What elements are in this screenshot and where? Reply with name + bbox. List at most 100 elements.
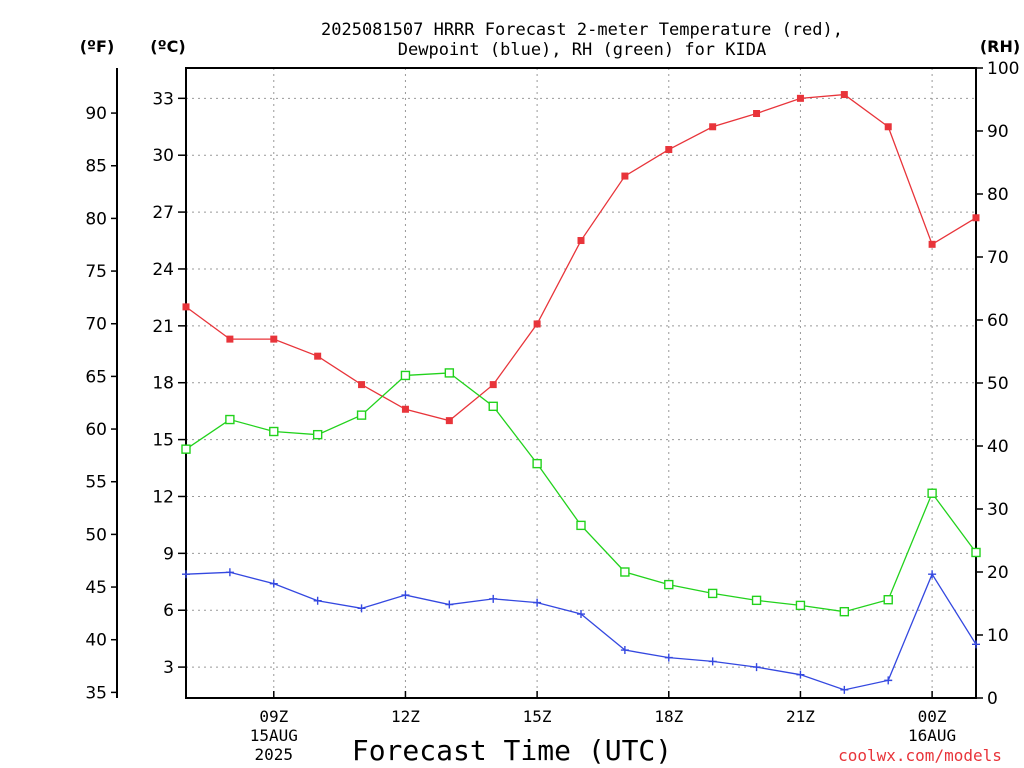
celsius-unit-label: (ºC) [150, 37, 185, 56]
data-point-marker [445, 600, 454, 609]
celsius-tick-label: 33 [152, 89, 174, 109]
x-axis-title: Forecast Time (UTC) [352, 734, 672, 767]
rh-tick-label: 60 [987, 311, 1009, 331]
data-point-marker [796, 670, 805, 679]
rh-tick-label: 50 [987, 374, 1009, 394]
data-point-marker [489, 594, 498, 603]
rh-tick-label: 0 [987, 689, 998, 709]
data-point-marker [708, 657, 717, 666]
fahrenheit-unit-label: (ºF) [80, 37, 115, 56]
series-2-meter-temperature [182, 91, 980, 425]
series-line [185, 571, 977, 691]
rh-tick-label: 90 [987, 122, 1009, 142]
series-dewpoint [182, 568, 980, 694]
data-point-marker [269, 426, 279, 437]
x-tick-label: 18Z [654, 707, 683, 726]
celsius-tick-label: 27 [152, 203, 174, 223]
data-point-marker [225, 568, 234, 577]
series-line [185, 93, 977, 422]
data-point-marker [488, 401, 498, 412]
data-point-marker [751, 595, 762, 606]
x-tick-label: 12Z [391, 707, 420, 726]
data-point-marker [576, 520, 586, 531]
fahrenheit-tick-label: 70 [85, 315, 107, 335]
data-point-marker [972, 214, 980, 222]
data-point-marker [445, 417, 453, 425]
data-point-marker [971, 547, 981, 558]
data-point-marker [314, 352, 322, 360]
celsius-tick-label: 18 [152, 374, 174, 394]
data-point-marker [182, 303, 190, 311]
fahrenheit-tick-label: 55 [85, 473, 107, 493]
data-point-marker [225, 414, 235, 425]
x-tick-label: 16AUG [908, 726, 956, 745]
data-point-marker [665, 146, 673, 154]
fahrenheit-tick-label: 90 [85, 104, 107, 124]
data-point-marker [927, 488, 937, 498]
data-point-marker [928, 570, 937, 579]
data-point-marker [577, 237, 585, 245]
data-point-marker [795, 600, 806, 611]
data-point-marker [270, 335, 278, 343]
data-point-marker [401, 591, 410, 600]
data-point-marker [621, 172, 629, 180]
celsius-tick-label: 24 [152, 260, 174, 280]
chart-title-line2: Dewpoint (blue), RH (green) for KIDA [398, 40, 766, 60]
data-point-marker [269, 579, 278, 588]
celsius-tick-label: 6 [163, 601, 174, 621]
rh-tick-label: 30 [987, 500, 1009, 520]
fahrenheit-tick-label: 35 [85, 683, 107, 703]
data-point-marker [532, 458, 542, 469]
data-point-marker [709, 123, 717, 131]
celsius-tick-label: 15 [152, 431, 174, 451]
celsius-tick-label: 21 [152, 317, 174, 337]
fahrenheit-tick-label: 65 [85, 367, 107, 387]
data-point-marker [577, 610, 585, 619]
data-point-marker [357, 604, 366, 613]
fahrenheit-tick-label: 60 [85, 420, 107, 440]
data-point-marker [620, 646, 629, 655]
x-tick-label: 09Z [259, 707, 288, 726]
data-point-marker [883, 595, 893, 605]
data-point-marker [620, 567, 630, 577]
data-point-marker [664, 579, 674, 590]
data-point-marker [839, 606, 850, 617]
plot-frame [185, 67, 977, 699]
data-point-marker [312, 429, 323, 440]
fahrenheit-tick-label: 85 [85, 157, 107, 177]
data-series [181, 91, 981, 694]
series-line [185, 372, 977, 613]
fahrenheit-tick-label: 50 [85, 525, 107, 545]
data-point-marker [752, 663, 761, 672]
data-point-marker [182, 570, 190, 579]
data-point-marker [796, 94, 804, 102]
rh-unit-label: (RH) [980, 37, 1020, 56]
axes [111, 67, 983, 699]
data-point-marker [181, 444, 191, 454]
data-point-marker [489, 381, 497, 389]
grid-lines [186, 68, 976, 698]
tick-labels: 35 40 45 50 55 60 65 70 75 80 85 90 3 6 9 12 15 18 21 24 27 3… [85, 59, 1019, 764]
fahrenheit-tick-label: 80 [85, 209, 107, 229]
data-point-marker [400, 370, 411, 381]
x-tick-label: 2025 [255, 745, 294, 764]
celsius-tick-label: 12 [152, 487, 174, 507]
data-point-marker [972, 640, 980, 649]
x-tick-label: 15AUG [250, 726, 298, 745]
rh-tick-label: 20 [987, 563, 1009, 583]
x-tick-label: 21Z [786, 707, 815, 726]
fahrenheit-tick-label: 75 [85, 262, 107, 282]
data-point-marker [401, 405, 409, 413]
data-point-marker [928, 240, 936, 248]
fahrenheit-tick-label: 45 [85, 578, 107, 598]
data-point-marker [313, 596, 322, 605]
data-point-marker [444, 368, 455, 378]
rh-tick-label: 70 [987, 248, 1009, 268]
chart-title-line1: 2025081507 HRRR Forecast 2-meter Tempera… [321, 20, 843, 40]
celsius-tick-label: 30 [152, 146, 174, 166]
fahrenheit-tick-label: 40 [85, 631, 107, 651]
x-tick-label: 15Z [523, 707, 552, 726]
celsius-tick-label: 9 [163, 544, 174, 564]
rh-tick-label: 100 [987, 59, 1019, 79]
data-point-marker [664, 653, 673, 662]
